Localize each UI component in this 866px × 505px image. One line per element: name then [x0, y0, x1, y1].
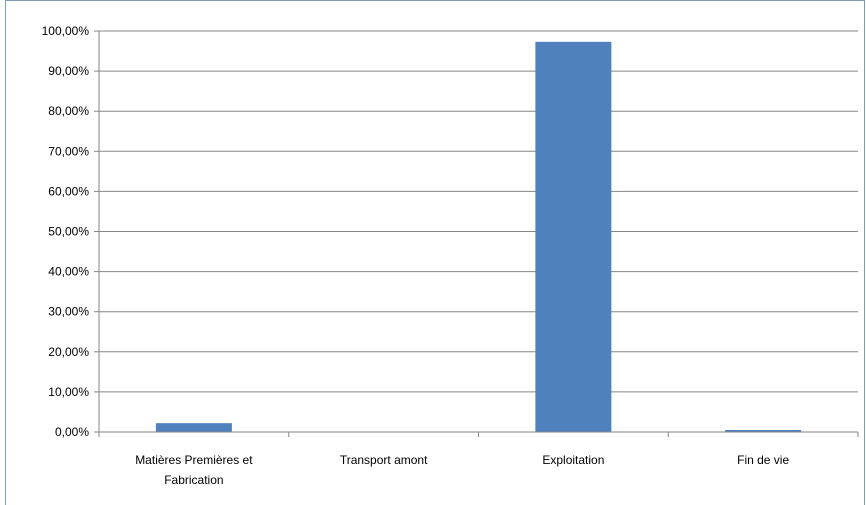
bar-3 — [725, 429, 802, 432]
y-tick-label: 40,00% — [48, 265, 89, 279]
y-tick-label: 80,00% — [48, 104, 89, 118]
axes — [94, 30, 859, 437]
x-tick-label-line: Matières Premières et — [135, 453, 253, 467]
y-tick-label: 100,00% — [42, 24, 90, 38]
y-tick-label: 60,00% — [48, 184, 89, 198]
bars — [155, 41, 802, 433]
bar-2 — [535, 41, 612, 433]
y-tick-label: 90,00% — [48, 64, 89, 78]
x-tick-labels: Matières Premières et Fabrication Transpor… — [135, 453, 789, 487]
x-tick-label-line: Exploitation — [542, 453, 604, 467]
gridlines — [99, 30, 858, 393]
x-tick-label: Exploitation — [542, 453, 604, 467]
y-tick-label: 10,00% — [48, 385, 89, 399]
chart-frame — [5, 0, 865, 505]
y-tick-label: 20,00% — [48, 345, 89, 359]
y-tick-label: 30,00% — [48, 305, 89, 319]
x-tick-label: Transport amont — [340, 453, 428, 467]
bar-0 — [155, 423, 232, 432]
x-tick-label-line: Fin de vie — [737, 453, 789, 467]
y-tick-label: 50,00% — [48, 225, 89, 239]
x-tick-label: Matières Premières et Fabrication — [135, 453, 253, 487]
y-tick-label: 70,00% — [48, 144, 89, 158]
y-tick-labels: 0,00% 10,00% 20,00% 30,00% 40,00% 50,00% 60,00… — [42, 24, 90, 439]
x-tick-label: Fin de vie — [737, 453, 789, 467]
y-tick-label: 0,00% — [55, 425, 89, 439]
x-tick-label-line: Transport amont — [340, 453, 428, 467]
x-tick-label-line: Fabrication — [164, 473, 223, 487]
